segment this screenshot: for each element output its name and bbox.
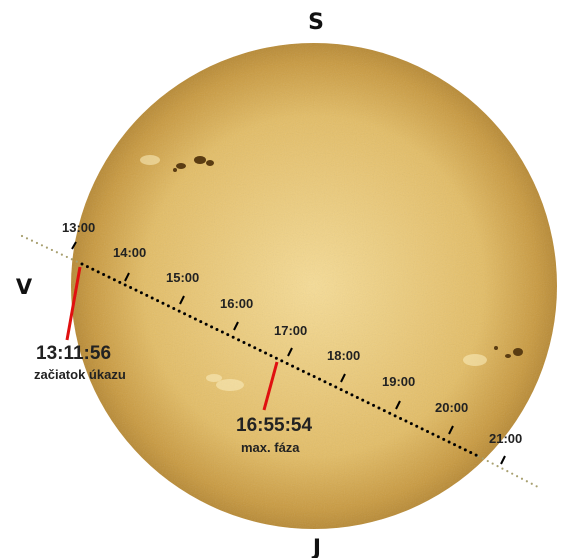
time-label-2100: 21:00 (489, 431, 522, 446)
max-time: 16:55:54 (236, 415, 312, 436)
time-label-1700: 17:00 (274, 323, 307, 338)
tick-2100 (500, 455, 506, 465)
time-label-1500: 15:00 (166, 270, 199, 285)
start-time: 13:11:56 (36, 343, 111, 364)
time-label-1600: 16:00 (220, 296, 253, 311)
start-marker (65, 266, 82, 341)
start-label: začiatok úkazu (34, 367, 126, 382)
time-label-1400: 14:00 (113, 245, 146, 260)
time-label-1800: 18:00 (327, 348, 360, 363)
sun-texture (71, 43, 557, 529)
tick-1600 (233, 321, 239, 331)
tick-1400 (124, 272, 130, 282)
tick-1800 (340, 373, 346, 383)
max-label: max. fáza (241, 440, 300, 455)
direction-south: J (311, 536, 321, 558)
transit-path-outside-right (476, 454, 540, 489)
sunspot-group-upper (173, 156, 214, 172)
tick-1500 (179, 295, 185, 305)
transit-path-outside-left (20, 234, 84, 266)
direction-north: S (308, 10, 324, 35)
max-marker (262, 361, 279, 411)
faculae (140, 155, 487, 391)
time-label-2000: 20:00 (435, 400, 468, 415)
transit-path (80, 262, 480, 458)
tick-1300 (71, 241, 77, 250)
time-label-1900: 19:00 (382, 374, 415, 389)
tick-1700 (287, 347, 293, 357)
time-label-1300: 13:00 (62, 220, 95, 235)
tick-1900 (395, 400, 401, 410)
tick-2000 (448, 425, 454, 435)
sunspot-group-right (494, 346, 523, 358)
hour-ticks (71, 241, 506, 465)
direction-east: V (16, 275, 33, 299)
